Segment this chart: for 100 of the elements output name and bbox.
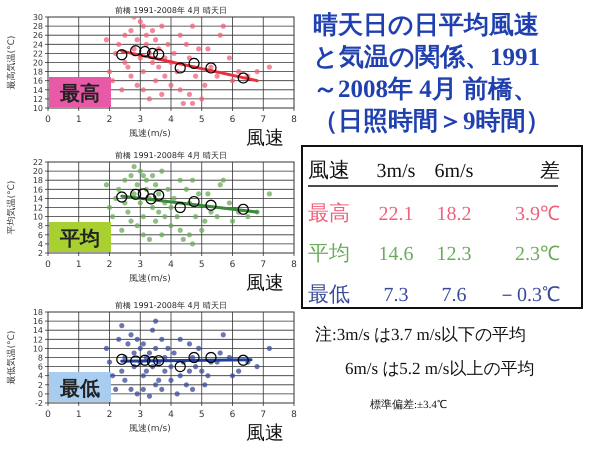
x-tick-label: 1 [76, 115, 82, 125]
x-tick-label: 6 [230, 260, 236, 270]
text: 最高 [308, 201, 350, 225]
x-tick-label: 0 [45, 115, 52, 125]
x-tick-label: 7 [260, 115, 266, 125]
text: －0.3℃ [497, 284, 560, 306]
point [116, 354, 128, 365]
text: 最低 [308, 282, 350, 306]
y-tick-label: 12 [32, 335, 43, 344]
x-tick-label: 0 [45, 260, 52, 270]
x-tick-label: 3 [137, 260, 144, 270]
y-tick-label: 8 [38, 354, 43, 362]
text: 22.1 [378, 203, 414, 225]
y-tick-label: 6 [38, 362, 43, 372]
y-tick-label: 12 [32, 94, 43, 104]
x-tick-label: 6 [230, 115, 236, 125]
x-tick-label: 1 [76, 260, 82, 270]
x-tick-label: 8 [291, 260, 298, 270]
x-tick-label: 8 [291, 410, 298, 420]
text: 7.6 [442, 284, 466, 306]
x-tick-label: 2 [106, 115, 112, 125]
x-tick-label: 0 [45, 410, 52, 420]
point [146, 48, 158, 59]
y-tick-label: 18 [32, 68, 43, 77]
point [205, 352, 217, 364]
text: 風速 [308, 158, 350, 182]
x-tick-label: 2 [106, 260, 112, 270]
y-tick-label: 14 [32, 194, 43, 204]
point [139, 354, 150, 366]
y-tick-label: 14 [32, 326, 43, 336]
x-tick-label: 6 [230, 410, 236, 420]
text: 3.9℃ [515, 203, 560, 225]
x-axis-title: 風速(m/s) [129, 273, 171, 284]
point [116, 191, 128, 203]
y-tick-label: 0 [38, 390, 43, 399]
x-tick-label: 2 [106, 410, 112, 420]
x-tick-label: 3 [137, 410, 144, 420]
point [146, 356, 158, 368]
point [153, 48, 164, 60]
point [238, 72, 249, 84]
annotation: 最低 [59, 376, 100, 400]
text: 風速 [246, 422, 284, 444]
annotation: 平均 [59, 226, 100, 250]
x-tick-label: 5 [198, 260, 205, 270]
text: 注:3m/s は3.7 m/s以下の平均 [315, 325, 526, 344]
point [174, 361, 186, 372]
x-tick-label: 7 [260, 410, 266, 420]
text: 6m/s [434, 160, 474, 182]
y-tick-label: 6 [38, 230, 43, 240]
y-tick-label: 12 [32, 204, 43, 212]
y-tick-label: 4 [38, 372, 43, 381]
point [116, 49, 128, 60]
x-axis-title: 風速(m/s) [129, 423, 171, 434]
y-tick-label: 16 [32, 317, 43, 326]
x-tick-label: 1 [76, 410, 82, 420]
text: 風速 [246, 127, 284, 149]
point [205, 62, 217, 74]
point [188, 352, 200, 364]
point [130, 45, 142, 56]
point [174, 62, 186, 74]
y-tick-label: 20 [32, 167, 43, 176]
point [153, 190, 164, 201]
text: 差 [540, 160, 560, 182]
point [138, 188, 149, 200]
y-tick-label: 10 [32, 212, 43, 222]
chart-title: 前橋 1991-2008年 4月 晴天日 [114, 151, 228, 160]
y-tick-label: 20 [32, 58, 43, 68]
text: 14.6 [378, 243, 414, 265]
x-tick-label: 4 [168, 115, 174, 125]
text: 12.3 [436, 243, 472, 265]
text: 2.3℃ [515, 243, 560, 265]
text: 晴天日の日平均風速と気温の関係、1991～2008年 4月 前橋、（日照時間＞9時間） [313, 11, 550, 135]
y-tick-label: 22 [32, 49, 43, 58]
x-tick-label: 5 [198, 115, 205, 125]
x-tick-label: 3 [137, 115, 144, 125]
y-tick-label: 26 [32, 31, 43, 40]
point [238, 204, 249, 215]
x-tick-label: 4 [168, 260, 174, 270]
point [153, 355, 164, 366]
text: 平均 [308, 241, 350, 265]
x-tick-label: 7 [260, 260, 266, 270]
y-tick-label: 18 [32, 176, 43, 186]
y-tick-label: -2 [35, 399, 43, 408]
point [130, 188, 142, 200]
point [205, 200, 217, 211]
y-tick-label: 4 [38, 240, 43, 249]
point [145, 193, 157, 204]
y-tick-label: 30 [32, 13, 43, 22]
y-tick-label: 22 [32, 158, 43, 167]
point [139, 46, 150, 58]
point [174, 202, 186, 214]
y-axis-title: 最高気温(°C) [6, 36, 17, 90]
text: 風速 [246, 272, 284, 294]
y-tick-label: 28 [32, 22, 43, 32]
chart-title: 前橋 1991-2008年 4月 晴天日 [114, 301, 228, 310]
x-tick-label: 4 [168, 410, 174, 420]
y-axis-title: 最低気温(°C) [6, 330, 17, 384]
text: 7.3 [384, 284, 408, 306]
y-tick-label: 16 [32, 185, 43, 194]
y-tick-label: 2 [38, 249, 43, 258]
